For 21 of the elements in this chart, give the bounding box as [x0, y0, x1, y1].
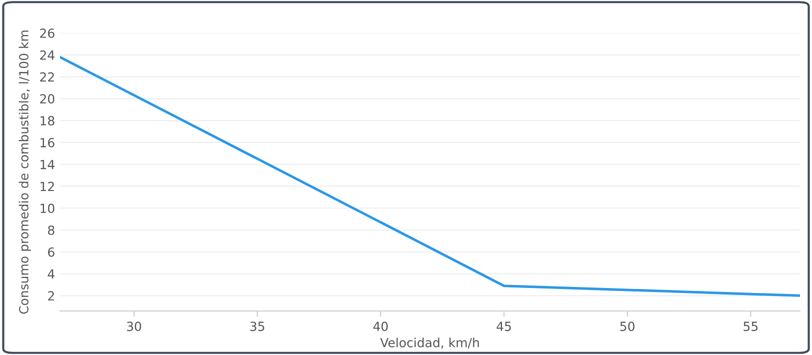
x-tick-label: 30	[127, 322, 142, 332]
y-tick-label: 20	[40, 94, 54, 104]
y-tick-label: 16	[40, 138, 54, 148]
y-tick-label: 8	[48, 225, 54, 235]
y-tick-label: 2	[48, 291, 54, 300]
y-tick-label: 22	[40, 72, 54, 82]
x-tick-label: 50	[620, 322, 634, 332]
y-tick-label: 18	[40, 116, 54, 126]
y-tick-label: 4	[48, 269, 54, 279]
x-tick-label: 40	[373, 322, 388, 332]
y-tick-label: 26	[40, 28, 54, 38]
y-tick-label: 12	[40, 182, 54, 191]
y-tick-label: 24	[40, 50, 54, 60]
x-tick-label: 35	[250, 322, 264, 332]
x-tick-label: 45	[496, 322, 511, 332]
y-tick-label: 10	[40, 204, 54, 214]
y-tick-label: 6	[48, 247, 54, 257]
y-tick-label: 14	[40, 160, 54, 170]
y-axis-title: Consumo promedio de combustible, l/100 km	[18, 30, 31, 314]
x-axis-title: Velocidad, km/h	[380, 338, 479, 349]
x-tick-label: 55	[744, 322, 758, 332]
